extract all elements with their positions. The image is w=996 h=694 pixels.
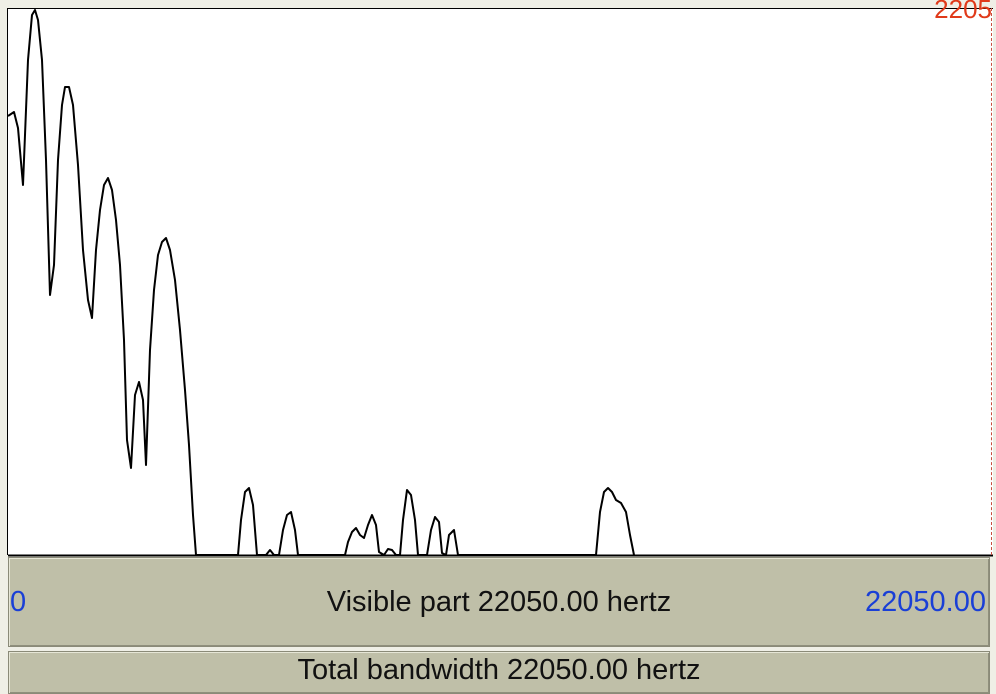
total-bandwidth-bar[interactable]: Total bandwidth 22050.00 hertz: [8, 651, 990, 694]
cursor-value-label: 2205: [934, 0, 992, 24]
total-bandwidth-label: Total bandwidth 22050.00 hertz: [297, 654, 701, 686]
cursor-line: 2205: [934, 0, 992, 555]
visible-part-label: Visible part 22050.00 hertz: [326, 586, 672, 618]
range-end-value: 22050.00: [865, 586, 986, 618]
spectrum-plot-area[interactable]: [7, 8, 993, 555]
visible-part-bar[interactable]: 0 Visible part 22050.00 hertz 22050.00: [8, 557, 990, 647]
range-start-value: 0: [10, 586, 27, 618]
